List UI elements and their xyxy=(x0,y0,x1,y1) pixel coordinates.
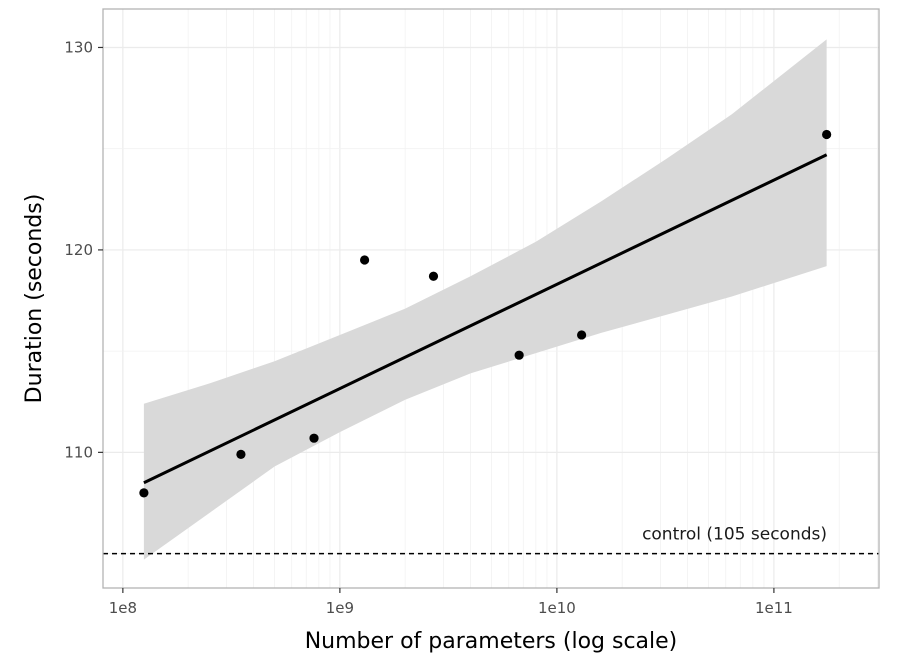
confidence-band xyxy=(143,39,827,560)
data-point-2 xyxy=(309,433,319,443)
x-axis-title: Number of parameters (log scale) xyxy=(305,629,678,654)
data-point-4 xyxy=(428,271,439,281)
fit-line xyxy=(143,153,828,485)
data-point-5 xyxy=(514,350,524,360)
reference-line-label: control (105 seconds) xyxy=(642,525,827,545)
x-tick-label-2: 1e10 xyxy=(538,599,576,617)
y-tick-label-0: 110 xyxy=(64,443,93,461)
data-point-7 xyxy=(822,129,832,140)
ticks-layer: 1e8 1e9 1e10 1e11 110 120 130 xyxy=(64,38,792,617)
y-tick-label-1: 120 xyxy=(64,241,93,259)
y-axis-title: Duration (seconds) xyxy=(22,194,47,404)
data-point-3 xyxy=(360,255,370,265)
data-point-1 xyxy=(236,449,246,459)
confidence-band-layer xyxy=(143,39,827,560)
y-tick-label-2: 130 xyxy=(64,38,93,56)
data-point-6 xyxy=(577,330,587,340)
points-layer xyxy=(139,129,832,498)
x-tick-label-1: 1e9 xyxy=(326,599,354,617)
x-tick-label-0: 1e8 xyxy=(109,599,137,617)
panel-border xyxy=(102,8,880,589)
data-point-0 xyxy=(139,488,149,498)
fit-line-layer xyxy=(143,153,828,485)
x-tick-label-3: 1e11 xyxy=(755,599,793,617)
